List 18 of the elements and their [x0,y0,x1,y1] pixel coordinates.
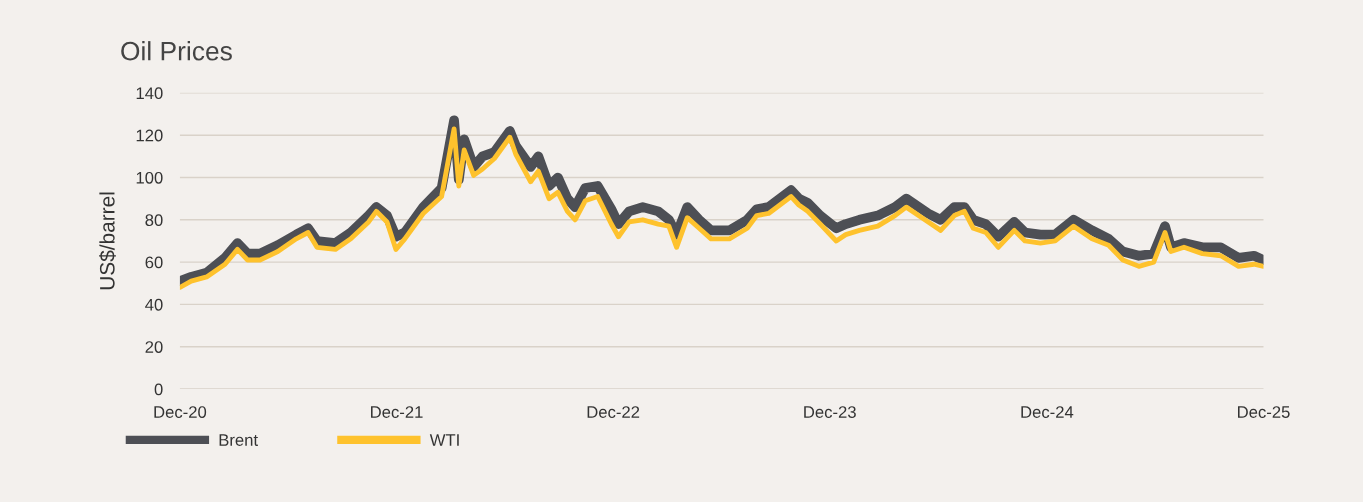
y-tick-label: 60 [145,256,163,269]
x-tick-label: Dec-23 [804,406,856,418]
x-tick-label: Dec-24 [1021,406,1074,418]
x-tick-label: Dec-20 [154,406,207,418]
x-tick-label: Dec-21 [371,406,423,418]
chart-title: Oil Prices [121,41,232,61]
y-tick-label: 80 [145,214,163,227]
y-tick-label: 20 [145,341,163,353]
x-tick-label: Dec-22 [587,406,640,418]
legend-label: Brent [219,434,258,446]
legend-label: WTI [429,434,459,446]
y-tick-label: 0 [154,383,163,396]
y-axis-title: US$/barrel [99,192,116,290]
y-tick-label: 40 [145,298,163,311]
y-tick-label: 120 [136,129,163,142]
x-tick-label: Dec-25 [1238,406,1290,418]
y-tick-label: 100 [136,171,163,184]
y-tick-label: 140 [136,87,163,100]
